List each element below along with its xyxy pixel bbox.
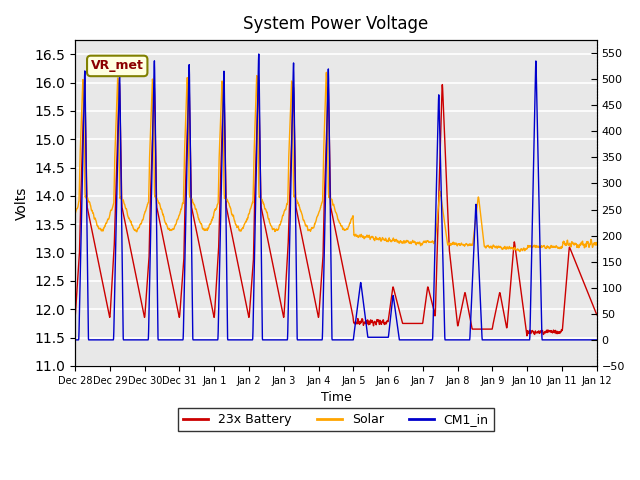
X-axis label: Time: Time	[321, 391, 351, 404]
Text: VR_met: VR_met	[91, 60, 143, 72]
Title: System Power Voltage: System Power Voltage	[243, 15, 429, 33]
Legend: 23x Battery, Solar, CM1_in: 23x Battery, Solar, CM1_in	[178, 408, 493, 432]
Y-axis label: Volts: Volts	[15, 186, 29, 220]
